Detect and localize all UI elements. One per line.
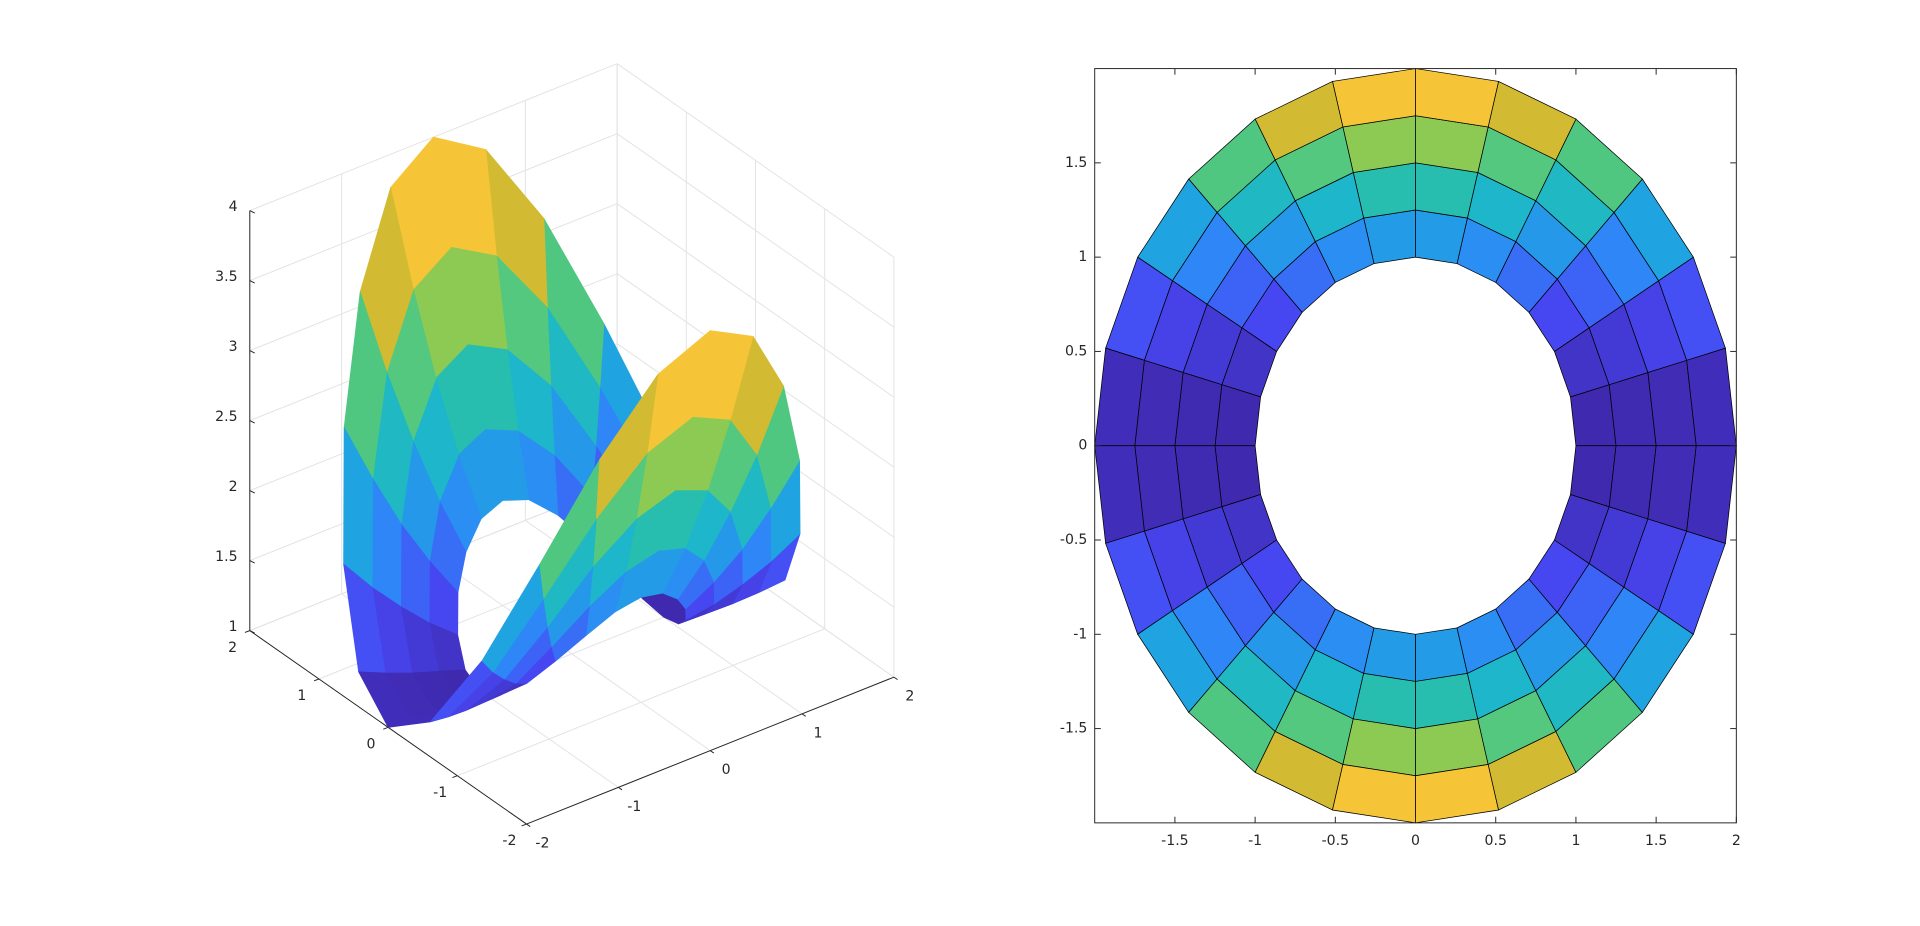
y-tick-label: 1.5: [1065, 155, 1087, 171]
y-tick: [244, 630, 250, 633]
z-tick: [249, 420, 255, 424]
z-tick-label: 1: [229, 619, 238, 635]
y-tick-label: -1: [1073, 626, 1087, 642]
x-tick-label: -1: [1248, 833, 1262, 849]
x-tick-label: -1: [627, 799, 641, 815]
x-tick-label: 0: [1411, 833, 1420, 849]
y-tick-label: -1.5: [1060, 721, 1087, 737]
y-tick-label: -1: [433, 785, 447, 801]
x-tick-label: 0.5: [1485, 833, 1507, 849]
x-tick-label: 1: [1571, 833, 1580, 849]
z-tick-label: 4: [229, 199, 238, 215]
z-tick-label: 3: [229, 339, 238, 355]
y-tick-label: -0.5: [1060, 532, 1087, 548]
y-tick-label: 0: [367, 736, 376, 752]
y-tick-label: -2: [502, 833, 516, 849]
z-tick: [249, 490, 255, 494]
figure-content: -2 -1 0 1 2 -2 -1 0 1 2 1 1.5 2 2.5 3 3.5 4 -1.5 -1 -0.5 0 0.…: [215, 63, 1741, 852]
y-tick: [452, 775, 458, 779]
grid-line: [616, 203, 895, 398]
z-tick: [249, 210, 255, 214]
z-tick-label: 3.5: [215, 269, 237, 285]
z-tick: [249, 280, 255, 284]
x-tick: [709, 750, 715, 754]
z-tick: [249, 630, 255, 634]
axes-2d: -1.5 -1 -0.5 0 0.5 1 1.5 2 -1.5 -1 -0.5 0 0.5 1 1.5: [1060, 68, 1741, 849]
x-tick-label: -0.5: [1322, 833, 1349, 849]
z-tick: [249, 560, 255, 564]
z-tick: [249, 350, 255, 354]
y-tick: [521, 823, 527, 827]
x-tick: [618, 786, 623, 791]
x-tick-label: 2: [905, 689, 914, 705]
grid-line: [457, 628, 825, 777]
axes-3d: -2 -1 0 1 2 -2 -1 0 1 2 1 1.5 2 2.5 3 3.5 4: [215, 63, 914, 852]
y-tick-label: 1: [297, 688, 306, 704]
x-tick-label: 1: [813, 725, 822, 741]
y-tick: [383, 726, 389, 730]
y-tick-label: 0.5: [1065, 343, 1087, 359]
x-tick-label: -1.5: [1161, 833, 1188, 849]
y-tick: [313, 678, 320, 682]
z-tick-label: 1.5: [215, 549, 237, 565]
grid-line: [616, 63, 895, 258]
x-tick-label: 0: [722, 762, 731, 778]
z-tick-label: 2.5: [215, 409, 237, 425]
x-tick: [526, 823, 531, 827]
x-tick-label: 2: [1732, 833, 1741, 849]
grid-line: [616, 133, 895, 328]
x-tick-label: 1.5: [1645, 833, 1667, 849]
x-tick-label: -2: [535, 836, 549, 852]
y-tick-label: 1: [1078, 249, 1087, 265]
y-tick-label: 0: [1078, 438, 1087, 454]
y-tick-label: 2: [228, 640, 237, 656]
x-tick: [893, 676, 898, 681]
x-tick: [801, 713, 806, 717]
surface-patch: [595, 373, 659, 519]
z-tick-label: 2: [229, 479, 238, 495]
